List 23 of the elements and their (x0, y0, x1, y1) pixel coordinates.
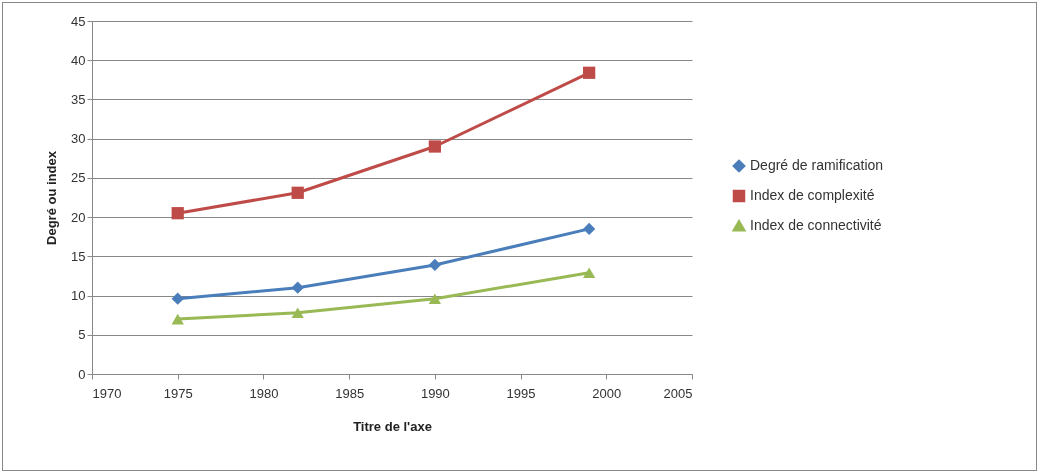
x-axis-title: Titre de l'axe (353, 418, 432, 434)
y-tick-label: 45 (71, 13, 86, 29)
legend-label: Index de complexité (750, 187, 875, 203)
y-tick-label: 30 (71, 131, 86, 147)
x-tick-label: 2005 (663, 385, 693, 401)
x-tick-label: 2000 (592, 385, 622, 401)
y-tick-label: 0 (78, 366, 86, 382)
x-tick-label: 1980 (249, 385, 279, 401)
x-tick-label: 1990 (420, 385, 450, 401)
y-tick-label: 10 (71, 288, 86, 304)
legend-label: Index de connectivité (750, 217, 882, 233)
y-tick-label: 35 (71, 91, 86, 107)
legend-label: Degré de ramification (750, 157, 884, 173)
y-tick-label: 25 (71, 170, 86, 186)
y-tick-label: 40 (71, 52, 86, 68)
y-axis-title: Degré ou index (44, 150, 60, 245)
y-tick-label: 5 (78, 327, 86, 343)
x-tick-label: 1995 (506, 385, 536, 401)
y-tick-label: 20 (71, 209, 86, 225)
x-tick-label: 1970 (92, 385, 122, 401)
y-tick-label: 15 (71, 248, 86, 264)
x-tick-label: 1985 (335, 385, 365, 401)
x-tick-label: 1975 (163, 385, 193, 401)
